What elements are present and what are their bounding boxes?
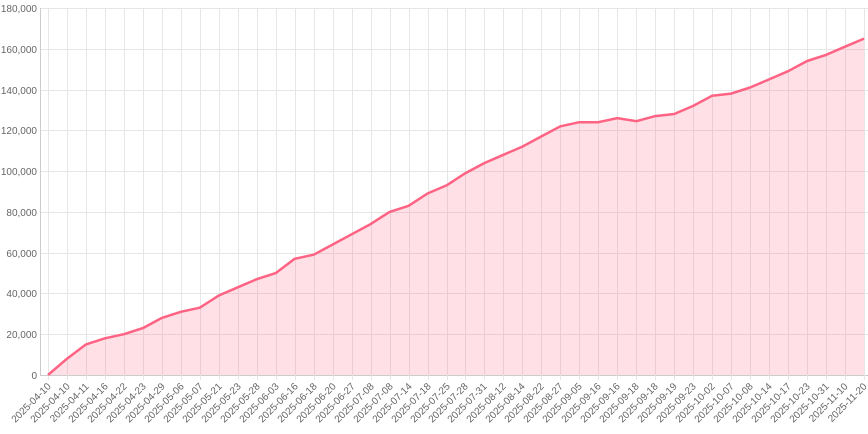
y-tick-label: 180,000 bbox=[1, 4, 38, 15]
y-tick-label: 60,000 bbox=[6, 249, 37, 260]
y-axis: 0 20,000 40,000 60,000 80,000 100,000 120,000 1… bbox=[1, 4, 38, 382]
area-fill bbox=[48, 38, 864, 375]
y-tick-label: 140,000 bbox=[1, 86, 38, 97]
y-tick-label: 20,000 bbox=[6, 330, 37, 341]
y-tick-label: 160,000 bbox=[1, 45, 38, 56]
series-line bbox=[47, 37, 865, 376]
y-tick-label: 80,000 bbox=[6, 208, 37, 219]
y-tick-label: 0 bbox=[31, 371, 37, 382]
x-axis: 2025-04-102025-04-102025-04-112025-04-16… bbox=[10, 381, 868, 425]
y-tick-label: 100,000 bbox=[1, 167, 38, 178]
grid bbox=[40, 8, 868, 380]
y-tick-label: 120,000 bbox=[1, 126, 38, 137]
y-tick-label: 40,000 bbox=[6, 289, 37, 300]
